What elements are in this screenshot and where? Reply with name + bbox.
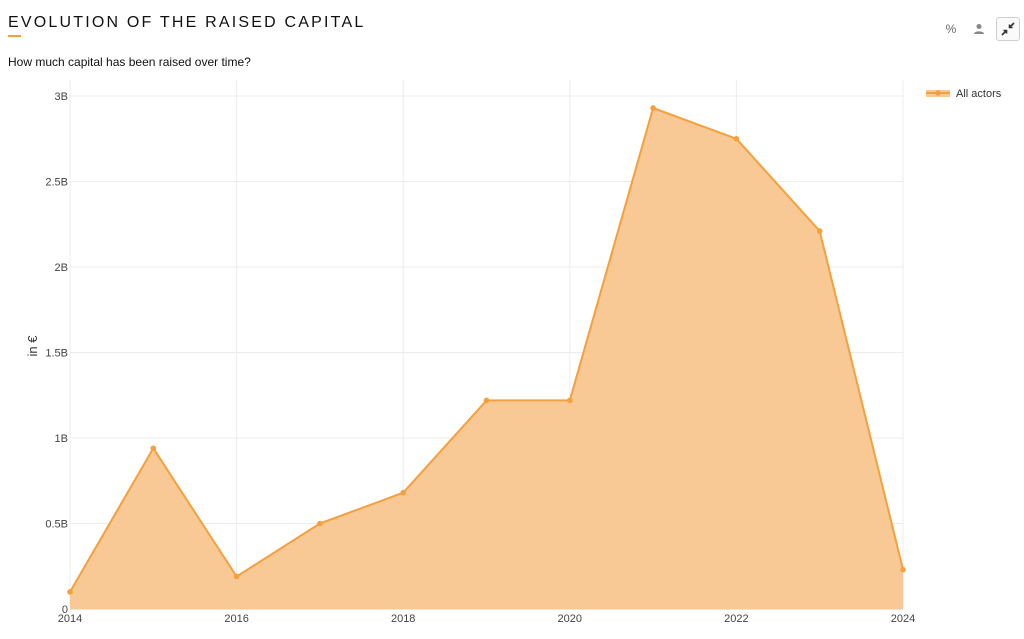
legend-label[interactable]: All actors <box>956 88 1002 100</box>
y-tick-label: 0.5B <box>45 519 68 531</box>
collapse-icon[interactable] <box>996 17 1020 41</box>
y-tick-label: 1B <box>55 433 68 445</box>
data-point[interactable] <box>317 520 323 527</box>
data-point[interactable] <box>150 445 157 452</box>
x-axis-ticks: 2014 2016 2018 2020 2022 2024 <box>58 613 915 625</box>
y-axis-ticks: 0 0.5B 1B 1.5B 2B 2.5B 3B <box>45 91 68 616</box>
data-point[interactable] <box>233 573 240 580</box>
user-icon[interactable] <box>968 18 990 40</box>
legend-marker <box>935 90 941 96</box>
area-fill <box>70 108 903 609</box>
data-point[interactable] <box>650 105 656 111</box>
y-tick-label: 2.5B <box>45 177 68 189</box>
x-tick-label: 2018 <box>391 613 415 625</box>
chart-title: EVOLUTION OF THE RAISED CAPITAL <box>8 14 366 31</box>
legend-swatch <box>926 90 950 97</box>
y-tick-label: 0 <box>62 604 68 616</box>
series-line <box>69 107 904 593</box>
data-point[interactable] <box>816 228 823 234</box>
legend: All actors <box>926 88 1002 100</box>
data-point[interactable] <box>67 589 73 595</box>
grid-lines <box>69 80 904 610</box>
y-tick-label: 1.5B <box>45 348 68 360</box>
area-series <box>69 107 904 609</box>
x-tick-label: 2024 <box>891 613 915 625</box>
data-point[interactable] <box>567 397 573 404</box>
data-point[interactable] <box>400 489 407 496</box>
y-tick-label: 3B <box>55 91 68 103</box>
y-axis-label: in € <box>25 335 40 357</box>
x-tick-label: 2014 <box>58 613 82 625</box>
chart-subtitle: How much capital has been raised over ti… <box>8 55 251 69</box>
user-icon-glyph <box>974 24 984 34</box>
x-tick-label: 2022 <box>724 613 748 625</box>
collapse-icon-glyph <box>1001 22 1015 36</box>
data-point[interactable] <box>733 135 740 142</box>
x-tick-label: 2016 <box>224 613 248 625</box>
percent-toggle-button[interactable]: % <box>945 22 957 36</box>
data-point[interactable] <box>900 566 906 573</box>
y-tick-label: 2B <box>55 262 68 274</box>
data-points <box>67 105 906 595</box>
title-underline <box>8 35 21 37</box>
data-point[interactable] <box>483 397 490 404</box>
x-tick-label: 2020 <box>558 613 582 625</box>
toolbar: % <box>940 17 1020 41</box>
